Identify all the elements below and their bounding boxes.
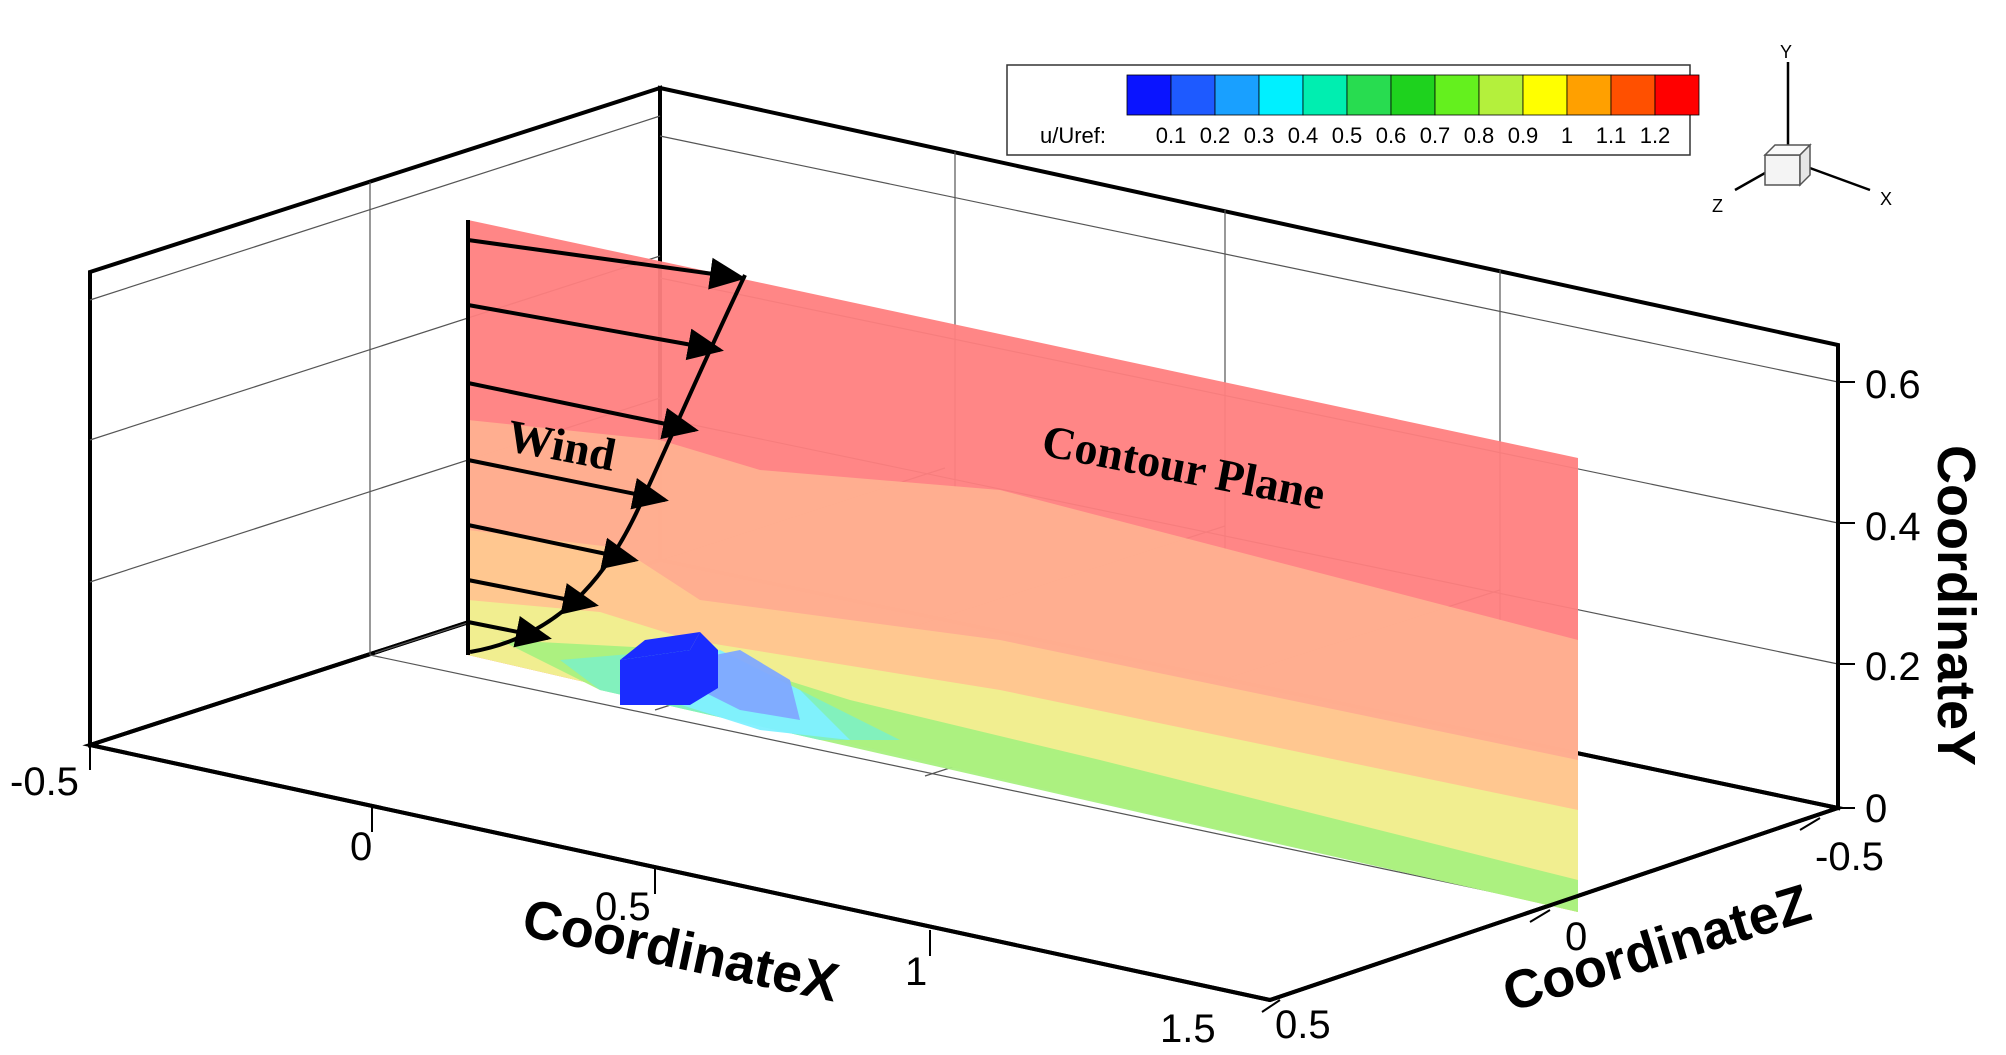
y-tick-label: 0.6 (1865, 363, 1921, 407)
wind-arrow (467, 578, 599, 615)
legend-level-label: 0.6 (1376, 123, 1407, 148)
legend-swatch (1302, 74, 1348, 116)
z-axis-ticks: -0.5 0 0.5 (1275, 835, 1884, 1047)
x-tick-label: 0 (350, 825, 372, 869)
wind-arrow (467, 238, 746, 290)
building-block (620, 632, 718, 705)
y-tick-label: 0 (1865, 787, 1887, 831)
legend-swatch (1522, 74, 1568, 116)
triad-cube-side (1799, 143, 1811, 187)
legend-swatch (1258, 74, 1304, 116)
legend-swatch (1566, 74, 1612, 116)
legend-swatch (1170, 74, 1216, 116)
legend-level-label: 0.7 (1420, 123, 1451, 148)
legend-level-label: 0.8 (1464, 123, 1495, 148)
x-tick-label: 1.5 (1160, 1007, 1216, 1051)
wind-arrow (467, 458, 669, 510)
legend-level-label: 0.2 (1200, 123, 1231, 148)
z-tick-label: -0.5 (1815, 835, 1884, 879)
legend-level-label: 0.1 (1156, 123, 1187, 148)
axis-front-edges (89, 345, 1840, 1002)
triad-x-label: X (1880, 189, 1892, 209)
wind-profile (466, 220, 747, 655)
legend-level-label: 1.1 (1596, 123, 1627, 148)
wind-arrow (467, 303, 724, 361)
x-tick-label: -0.5 (10, 760, 79, 804)
legend-level-label: 0.3 (1244, 123, 1275, 148)
x-axis-ticks: -0.5 0 0.5 1 1.5 (10, 760, 1216, 1051)
legend-swatch (1214, 74, 1260, 116)
y-axis-title: CoordinateY (1926, 445, 1986, 766)
legend-level-label: 1 (1561, 123, 1573, 148)
triad-cube-front (1764, 154, 1801, 186)
legend-level-label: 0.5 (1332, 123, 1363, 148)
legend-swatch (1434, 74, 1480, 116)
legend-level-label: 1.2 (1640, 123, 1671, 148)
wind-arrow (467, 523, 639, 570)
building-top (620, 632, 700, 660)
color-legend: u/Uref: 0.1 0.2 0.3 0.4 0.5 0.6 0.7 0.8 0.9 1 1.1 1… (1006, 64, 1700, 156)
legend-swatch (1478, 74, 1524, 116)
legend-level-label: 0.4 (1288, 123, 1319, 148)
y-tick-label: 0.2 (1865, 645, 1921, 689)
legend-swatch (1654, 74, 1700, 116)
z-tick-label: 0.5 (1275, 1003, 1331, 1047)
building-front (620, 650, 690, 705)
x-tick-label: 0.5 (595, 885, 651, 929)
building-side (690, 632, 718, 705)
triad-z-label: Z (1712, 196, 1723, 216)
legend-swatch (1610, 74, 1656, 116)
legend-variable-label: u/Uref: (1040, 123, 1106, 148)
legend-swatch (1346, 74, 1392, 116)
orientation-triad (1734, 62, 1871, 192)
y-tick-label: 0.4 (1865, 505, 1921, 549)
x-tick-label: 1 (905, 950, 927, 994)
wind-arrow (467, 616, 552, 648)
legend-swatch (1126, 74, 1172, 116)
legend-swatch (1390, 74, 1436, 116)
legend-labels: 0.1 0.2 0.3 0.4 0.5 0.6 0.7 0.8 0.9 1 1.1 1.2 (1156, 123, 1671, 148)
triad-y-label: Y (1780, 42, 1792, 62)
z-tick-label: 0 (1565, 915, 1587, 959)
y-axis-ticks: 0 0.2 0.4 0.6 (1865, 363, 1921, 831)
wind-arrow (467, 381, 699, 440)
legend-swatches (1126, 74, 1700, 116)
legend-level-label: 0.9 (1508, 123, 1539, 148)
contour-plane (468, 220, 1578, 912)
x-axis-title: CoordinateX (518, 888, 844, 1013)
axis-tick-marks (89, 381, 1855, 1013)
